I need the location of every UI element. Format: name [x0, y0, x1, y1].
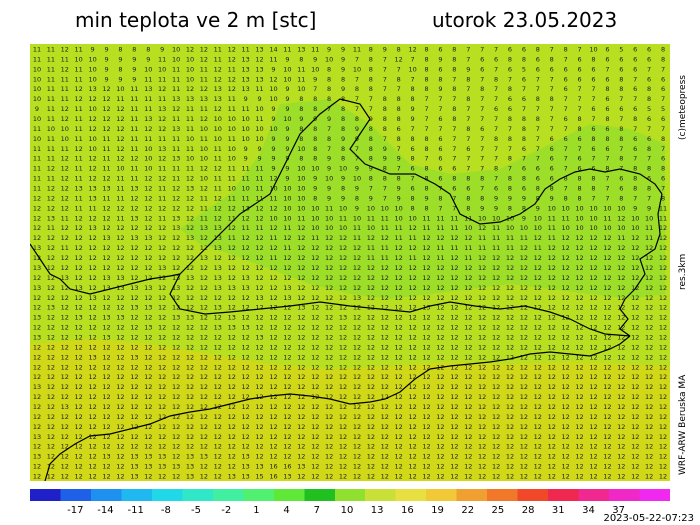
- grid-value-row: 12 12 12 12 12 13 12 13 13 12 12 13 12 13 11 12 12 11 12 12…: [33, 234, 667, 242]
- grid-value-row: 12 12 12 12 12 12 12 12 12 12 12 12 12 12 12 12 12 12 12 12…: [33, 443, 667, 451]
- grid-value-row: 11 11 12 11 12 12 11 11 12 12 11 12 10 11 11 11 11 12 9 10 9…: [33, 175, 665, 183]
- grid-value-row: 13 12 12 12 12 13 12 12 12 12 12 12 12 12 12 12 13 12 12 12…: [33, 333, 667, 341]
- scale-tick-label: 4: [283, 505, 290, 516]
- grid-value-row: 11 11 12 11 12 11 12 12 10 12 13 10 10 11 10 9 9 9 9 8 8 9 8 7 8…: [33, 155, 665, 163]
- temperature-zones: [30, 99, 670, 481]
- border-line-east: [619, 193, 663, 337]
- grid-value-row: 12 12 12 12 13 12 12 13 12 12 12 12 12 12 12 12 12 12 12 12…: [33, 353, 667, 361]
- grid-value-row: 12 12 12 12 12 12 12 13 13 13 13 13 12 12 12 13 13 16 16 13…: [33, 463, 667, 471]
- scale-tick-label: 7: [313, 505, 320, 516]
- grid-value-row: 10 11 11 11 10 9 9 9 11 11 11 10 11 12 12 13 13 12 10 11 9 8 8…: [33, 75, 665, 83]
- map-title: min teplota ve 2 m [stc]: [75, 8, 317, 32]
- scale-tick-label: 31: [551, 505, 565, 516]
- scale-tick-label: -17: [67, 505, 84, 516]
- border-line-west: [30, 243, 181, 295]
- scale-tick-label: 37: [612, 505, 626, 516]
- grid-value-row: 11 11 12 11 9 9 8 8 8 9 10 12 12 11 12 11 13 14 11 13 11 9 9 11…: [33, 45, 665, 53]
- grid-value-row: 12 12 12 12 13 12 12 12 12 12 12 12 12 12 12 12 13 12 13 12…: [33, 294, 667, 302]
- grid-value-row: 10 11 11 12 13 12 10 11 13 12 11 12 12 13 12 13 11 10 9 10 7…: [33, 85, 665, 93]
- grid-value-row: 12 11 12 12 13 12 12 12 12 12 13 12 13 13 12 11 11 12 11 12…: [33, 224, 667, 232]
- grid-value-row: 12 12 12 12 12 12 12 12 12 12 12 12 12 12 12 12 12 12 12 12…: [33, 413, 667, 421]
- grid-value-row: 11 10 10 11 12 12 12 11 12 12 13 11 10 10 10 10 10 10 9 8 8 7…: [33, 125, 665, 133]
- grid-value-row: 12 12 12 11 11 12 12 12 12 12 12 12 11 12 12 13 12 12 10 10…: [33, 204, 667, 212]
- grid-value-row: 12 12 13 12 12 12 12 12 12 12 12 12 12 12 12 12 12 12 12 12…: [33, 403, 667, 411]
- grid-value-row: 12 12 12 11 13 11 11 12 12 11 12 12 11 12 11 11 11 11 10 10…: [33, 194, 665, 202]
- grid-value-row: 12 12 12 12 12 12 12 12 12 12 12 12 12 12 12 12 12 12 12 12…: [33, 343, 667, 351]
- grid-value-row: 13 12 11 12 12 12 12 12 12 12 12 12 12 13 12 12 12 12 11 12…: [33, 244, 667, 252]
- grid-value-row: 10 11 10 11 10 11 12 11 11 11 11 10 11 10 11 10 10 9 9 8 8 8 9…: [33, 135, 665, 143]
- scale-tick-label: 22: [461, 505, 475, 516]
- scale-tick-label: -5: [191, 505, 202, 516]
- scale-tick-label: -8: [160, 505, 171, 516]
- cool-zone: [180, 99, 665, 299]
- color-scale-ticks: -17 -14 -11 -8 -5 -2 1 4 7 10 13 16 19 22 25 28 31 34 37: [30, 505, 670, 519]
- grid-value-row: 11 11 11 10 10 9 9 9 9 11 10 10 12 11 12 13 12 11 9 8 9 10 9 7 8…: [33, 55, 665, 63]
- color-scale-bar: [30, 489, 670, 501]
- copyright-label: (c)meteopress: [678, 75, 688, 140]
- model-label: WRF-ARW Beruska MA: [678, 374, 688, 475]
- temperature-grid-values: 11 11 12 11 9 9 8 8 8 9 10 12 12 11 12 11 13 14 11 13 11 9 9 11…: [33, 45, 667, 480]
- grid-value-row: 13 12 12 12 12 12 12 12 12 12 12 12 12 12 12 12 12 12 12 12…: [33, 433, 667, 441]
- grid-value-row: 9 11 12 11 10 12 12 11 11 13 12 11 11 12 11 11 10 9 9 8 8 7 8 7…: [35, 105, 665, 113]
- grid-value-row: 10 11 11 12 12 12 11 11 11 11 13 13 13 13 11 9 9 10 9 8 8 8 8 7…: [33, 95, 665, 103]
- grid-value-row: 12 12 12 12 12 12 12 12 12 12 12 12 13 12 12 12 12 11 12 12…: [33, 254, 667, 262]
- grid-value-row: 10 11 12 11 12 12 12 11 13 12 11 11 12 10 10 10 11 9 10 9 9 9…: [33, 115, 665, 123]
- grid-value-row: 12 12 12 12 12 12 12 13 12 12 12 13 12 12 13 13 15 16 13 12…: [33, 473, 667, 481]
- temperature-map: 11 11 12 11 9 9 8 8 8 9 10 12 12 11 12 11 13 14 11 13 11 9 9 11…: [30, 44, 670, 481]
- grid-value-row: 13 12 12 12 12 12 12 12 12 13 12 12 12 13 12 12 12 12 12 12…: [33, 264, 667, 272]
- grid-value-row: 13 12 12 12 12 13 12 13 13 13 12 13 13 12 12 13 12 12 12 12…: [33, 453, 667, 461]
- border-line-north: [179, 98, 663, 275]
- grid-value-row: 12 12 12 12 12 12 12 12 13 12 12 12 12 13 13 13 12 12 12 12…: [33, 324, 667, 332]
- grid-value-row: 13 12 12 13 12 13 13 12 12 12 13 13 12 12 13 12 12 12 12 12…: [33, 314, 667, 322]
- run-timestamp: 2023-05-22-07:23: [603, 513, 694, 524]
- scale-tick-label: 13: [370, 505, 384, 516]
- grid-value-row: 13 12 12 13 12 13 13 13 13 12 13 12 12 13 13 13 12 12 13 12…: [33, 284, 667, 292]
- forecast-date: utorok 23.05.2023: [432, 8, 618, 32]
- grid-value-row: 11 12 12 13 13 13 11 13 12 11 12 13 12 11 10 10 11 10 10 10…: [33, 185, 665, 193]
- border-line-south: [44, 335, 631, 481]
- scale-tick-label: -2: [221, 505, 232, 516]
- grid-value-row: 11 12 12 11 12 11 10 11 10 11 11 11 12 12 11 11 11 9 9 10 10…: [33, 165, 665, 173]
- scale-tick-label: 10: [340, 505, 354, 516]
- scale-tick-label: 1: [253, 505, 260, 516]
- temperature-map-canvas: 11 11 12 11 9 9 8 8 8 9 10 12 12 11 12 11 13 14 11 13 11 9 9 11…: [30, 44, 670, 481]
- scale-tick-label: 34: [582, 505, 595, 516]
- scale-tick-label: 25: [491, 505, 505, 516]
- resolution-label: res.3km: [678, 253, 688, 290]
- scale-tick-label: 19: [431, 505, 444, 516]
- grid-value-row: 10 11 12 11 10 9 8 9 10 10 11 10 11 12 11 13 13 9 10 11 10 8 9…: [33, 65, 665, 73]
- scale-tick-label: -11: [127, 505, 144, 516]
- grid-value-row: 13 12 12 12 12 12 12 12 12 12 12 12 12 12 12 12 12 12 12 12…: [33, 383, 667, 391]
- warm-zone: [30, 339, 670, 481]
- grid-value-row: 12 12 12 12 12 12 12 12 12 12 12 12 12 12 12 12 12 12 12 12…: [33, 423, 667, 431]
- country-borders: [30, 98, 663, 481]
- scale-tick-label: -14: [97, 505, 114, 516]
- border-line-river: [169, 273, 631, 337]
- scale-tick-label: 28: [521, 505, 535, 516]
- scale-tick-label: 16: [400, 505, 414, 516]
- grid-value-row: 11 11 11 12 10 11 12 11 10 13 11 11 10 11 10 9 9 9 9 10 8 7 8 7…: [33, 145, 665, 153]
- grid-value-row: 12 12 12 12 12 12 12 12 12 12 12 12 12 12 12 12 12 12 12 12…: [33, 373, 667, 381]
- grid-value-row: 12 12 13 12 12 13 13 12 12 12 13 13 12 13 12 13 12 12 12 12…: [33, 274, 667, 282]
